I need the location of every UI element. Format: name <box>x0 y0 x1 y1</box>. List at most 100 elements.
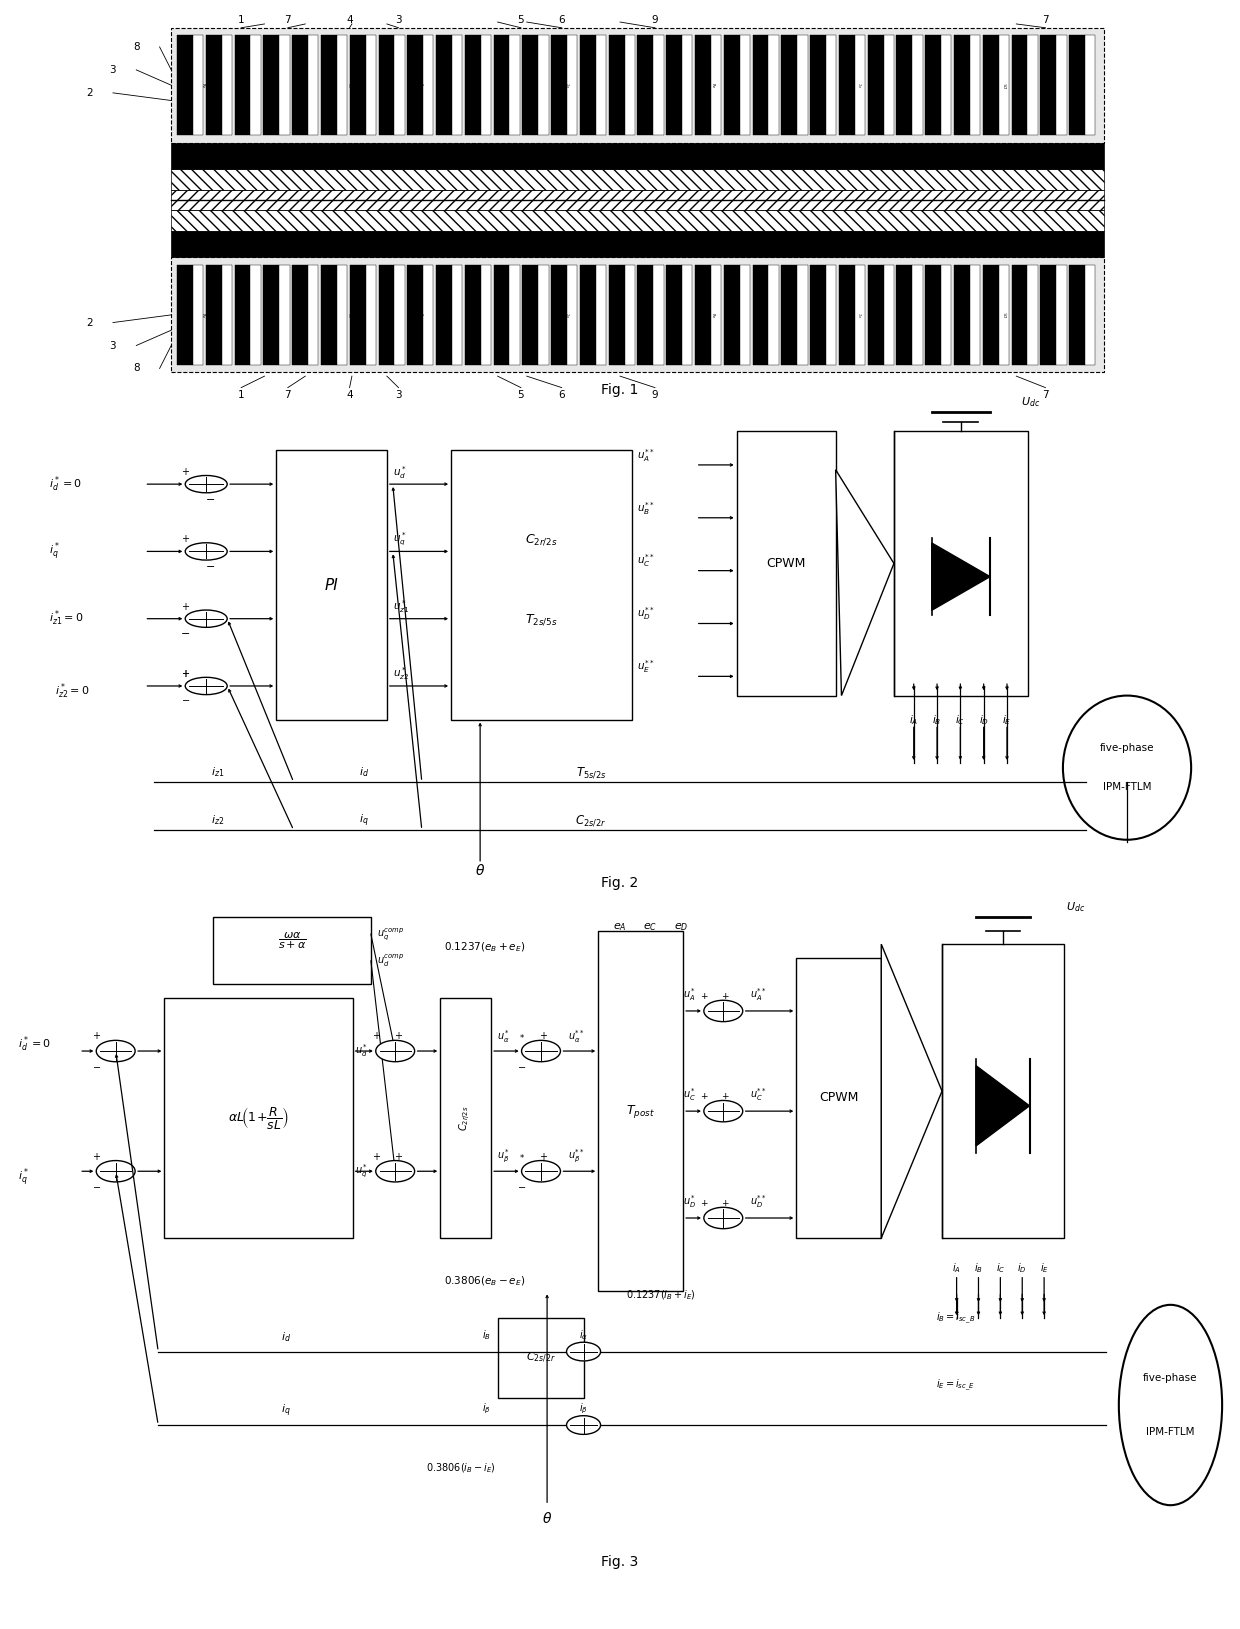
Bar <box>538 36 548 135</box>
Text: $e_A$: $e_A$ <box>494 311 501 318</box>
Text: 5: 5 <box>517 391 525 401</box>
Bar <box>637 36 653 135</box>
Bar <box>653 266 663 365</box>
Text: $D_5$: $D_5$ <box>1003 311 1012 318</box>
Bar <box>724 266 739 365</box>
Text: $c_D$: $c_D$ <box>785 81 792 88</box>
Text: $u_d^{comp}$: $u_d^{comp}$ <box>377 953 404 969</box>
Bar <box>1040 266 1056 365</box>
Bar <box>711 36 722 135</box>
Bar <box>954 36 970 135</box>
Bar <box>522 36 538 135</box>
Text: $c_C$: $c_C$ <box>858 81 866 88</box>
Text: $C_{2r/2s}$: $C_{2r/2s}$ <box>525 533 558 547</box>
Text: $i_q^*$: $i_q^*$ <box>48 541 60 562</box>
Text: $+$: $+$ <box>699 1091 708 1101</box>
Text: $*$: $*$ <box>518 1152 525 1161</box>
Bar <box>177 36 193 135</box>
Bar <box>481 266 491 365</box>
Text: +: + <box>393 1152 402 1161</box>
Bar <box>941 266 951 365</box>
Text: $u_d^*$: $u_d^*$ <box>393 464 407 481</box>
Text: +: + <box>372 1152 379 1161</box>
Bar <box>436 36 451 135</box>
Text: $u_{z1}^*$: $u_{z1}^*$ <box>393 598 409 616</box>
Text: $0.1237(e_B+e_E)$: $0.1237(e_B+e_E)$ <box>444 940 525 955</box>
Text: $u_q^*$: $u_q^*$ <box>393 531 407 547</box>
Text: $i_{z2}^*=0$: $i_{z2}^*=0$ <box>55 681 89 700</box>
Circle shape <box>567 1416 600 1435</box>
Text: $i_\beta$: $i_\beta$ <box>579 1401 588 1416</box>
Text: $c_C$: $c_C$ <box>348 81 356 88</box>
Bar <box>954 266 970 365</box>
Text: 7: 7 <box>1042 15 1049 24</box>
Bar <box>171 191 1104 210</box>
Bar <box>696 266 711 365</box>
Bar <box>970 266 980 365</box>
Circle shape <box>376 1160 414 1183</box>
Text: $0.3806(i_B-i_E)$: $0.3806(i_B-i_E)$ <box>425 1461 496 1476</box>
Text: 4: 4 <box>346 391 353 401</box>
Text: $C_{2s/2r}$: $C_{2s/2r}$ <box>575 813 606 828</box>
Bar <box>567 266 578 365</box>
Bar <box>609 36 625 135</box>
Text: $i_B$: $i_B$ <box>482 1328 491 1342</box>
Bar <box>222 36 232 135</box>
Bar <box>1028 36 1038 135</box>
Bar <box>598 930 683 1292</box>
Bar <box>321 36 337 135</box>
Bar <box>580 266 595 365</box>
Text: $i_\beta$: $i_\beta$ <box>482 1401 491 1416</box>
Text: $*$: $*$ <box>518 1031 525 1041</box>
Bar <box>250 266 260 365</box>
Text: $u_D^{**}$: $u_D^{**}$ <box>637 606 655 622</box>
Bar <box>206 266 222 365</box>
Bar <box>998 36 1009 135</box>
Bar <box>193 36 203 135</box>
Polygon shape <box>882 945 942 1238</box>
Text: $c_D$: $c_D$ <box>640 81 647 88</box>
Bar <box>810 266 826 365</box>
Bar <box>394 266 404 365</box>
Bar <box>595 266 606 365</box>
Circle shape <box>97 1160 135 1183</box>
Bar <box>465 36 481 135</box>
Bar <box>407 266 423 365</box>
Bar <box>810 36 826 135</box>
Ellipse shape <box>1063 696 1192 841</box>
Text: five-phase: five-phase <box>1143 1373 1198 1383</box>
Text: $\theta$: $\theta$ <box>542 1512 552 1526</box>
Bar <box>394 36 404 135</box>
Text: $C_{2s/2r}$: $C_{2s/2r}$ <box>526 1350 556 1365</box>
Text: $T_{post}$: $T_{post}$ <box>626 1103 655 1119</box>
Bar <box>171 169 1104 191</box>
Bar <box>1085 36 1095 135</box>
Bar <box>983 266 998 365</box>
Bar <box>465 266 481 365</box>
Text: 3: 3 <box>109 65 117 75</box>
Bar <box>378 36 394 135</box>
Bar <box>826 266 836 365</box>
Text: $i_d$: $i_d$ <box>280 1329 291 1344</box>
Text: 7: 7 <box>284 15 291 24</box>
Bar <box>1056 266 1066 365</box>
Text: +: + <box>539 1031 547 1041</box>
Bar <box>839 36 854 135</box>
Text: 9: 9 <box>652 391 658 401</box>
Bar <box>423 36 434 135</box>
Text: $u_\alpha^{**}$: $u_\alpha^{**}$ <box>568 1028 584 1044</box>
Text: $u_d^*$: $u_d^*$ <box>356 1043 368 1059</box>
Text: $c_B$: $c_B$ <box>275 311 283 318</box>
Text: 4: 4 <box>346 15 353 24</box>
Text: $i_E$: $i_E$ <box>1002 714 1012 727</box>
Bar <box>321 266 337 365</box>
Text: $c_B$: $c_B$ <box>275 81 283 88</box>
Text: $u_E^{**}$: $u_E^{**}$ <box>637 658 655 674</box>
Text: $+$: $+$ <box>699 992 708 1002</box>
Text: $u_C^*$: $u_C^*$ <box>683 1087 697 1103</box>
Text: $u_D^{**}$: $u_D^{**}$ <box>750 1192 766 1210</box>
Bar <box>279 36 290 135</box>
Text: $u_A^{**}$: $u_A^{**}$ <box>637 446 655 464</box>
Text: CPWM: CPWM <box>820 1091 858 1104</box>
Text: 2: 2 <box>87 318 93 327</box>
